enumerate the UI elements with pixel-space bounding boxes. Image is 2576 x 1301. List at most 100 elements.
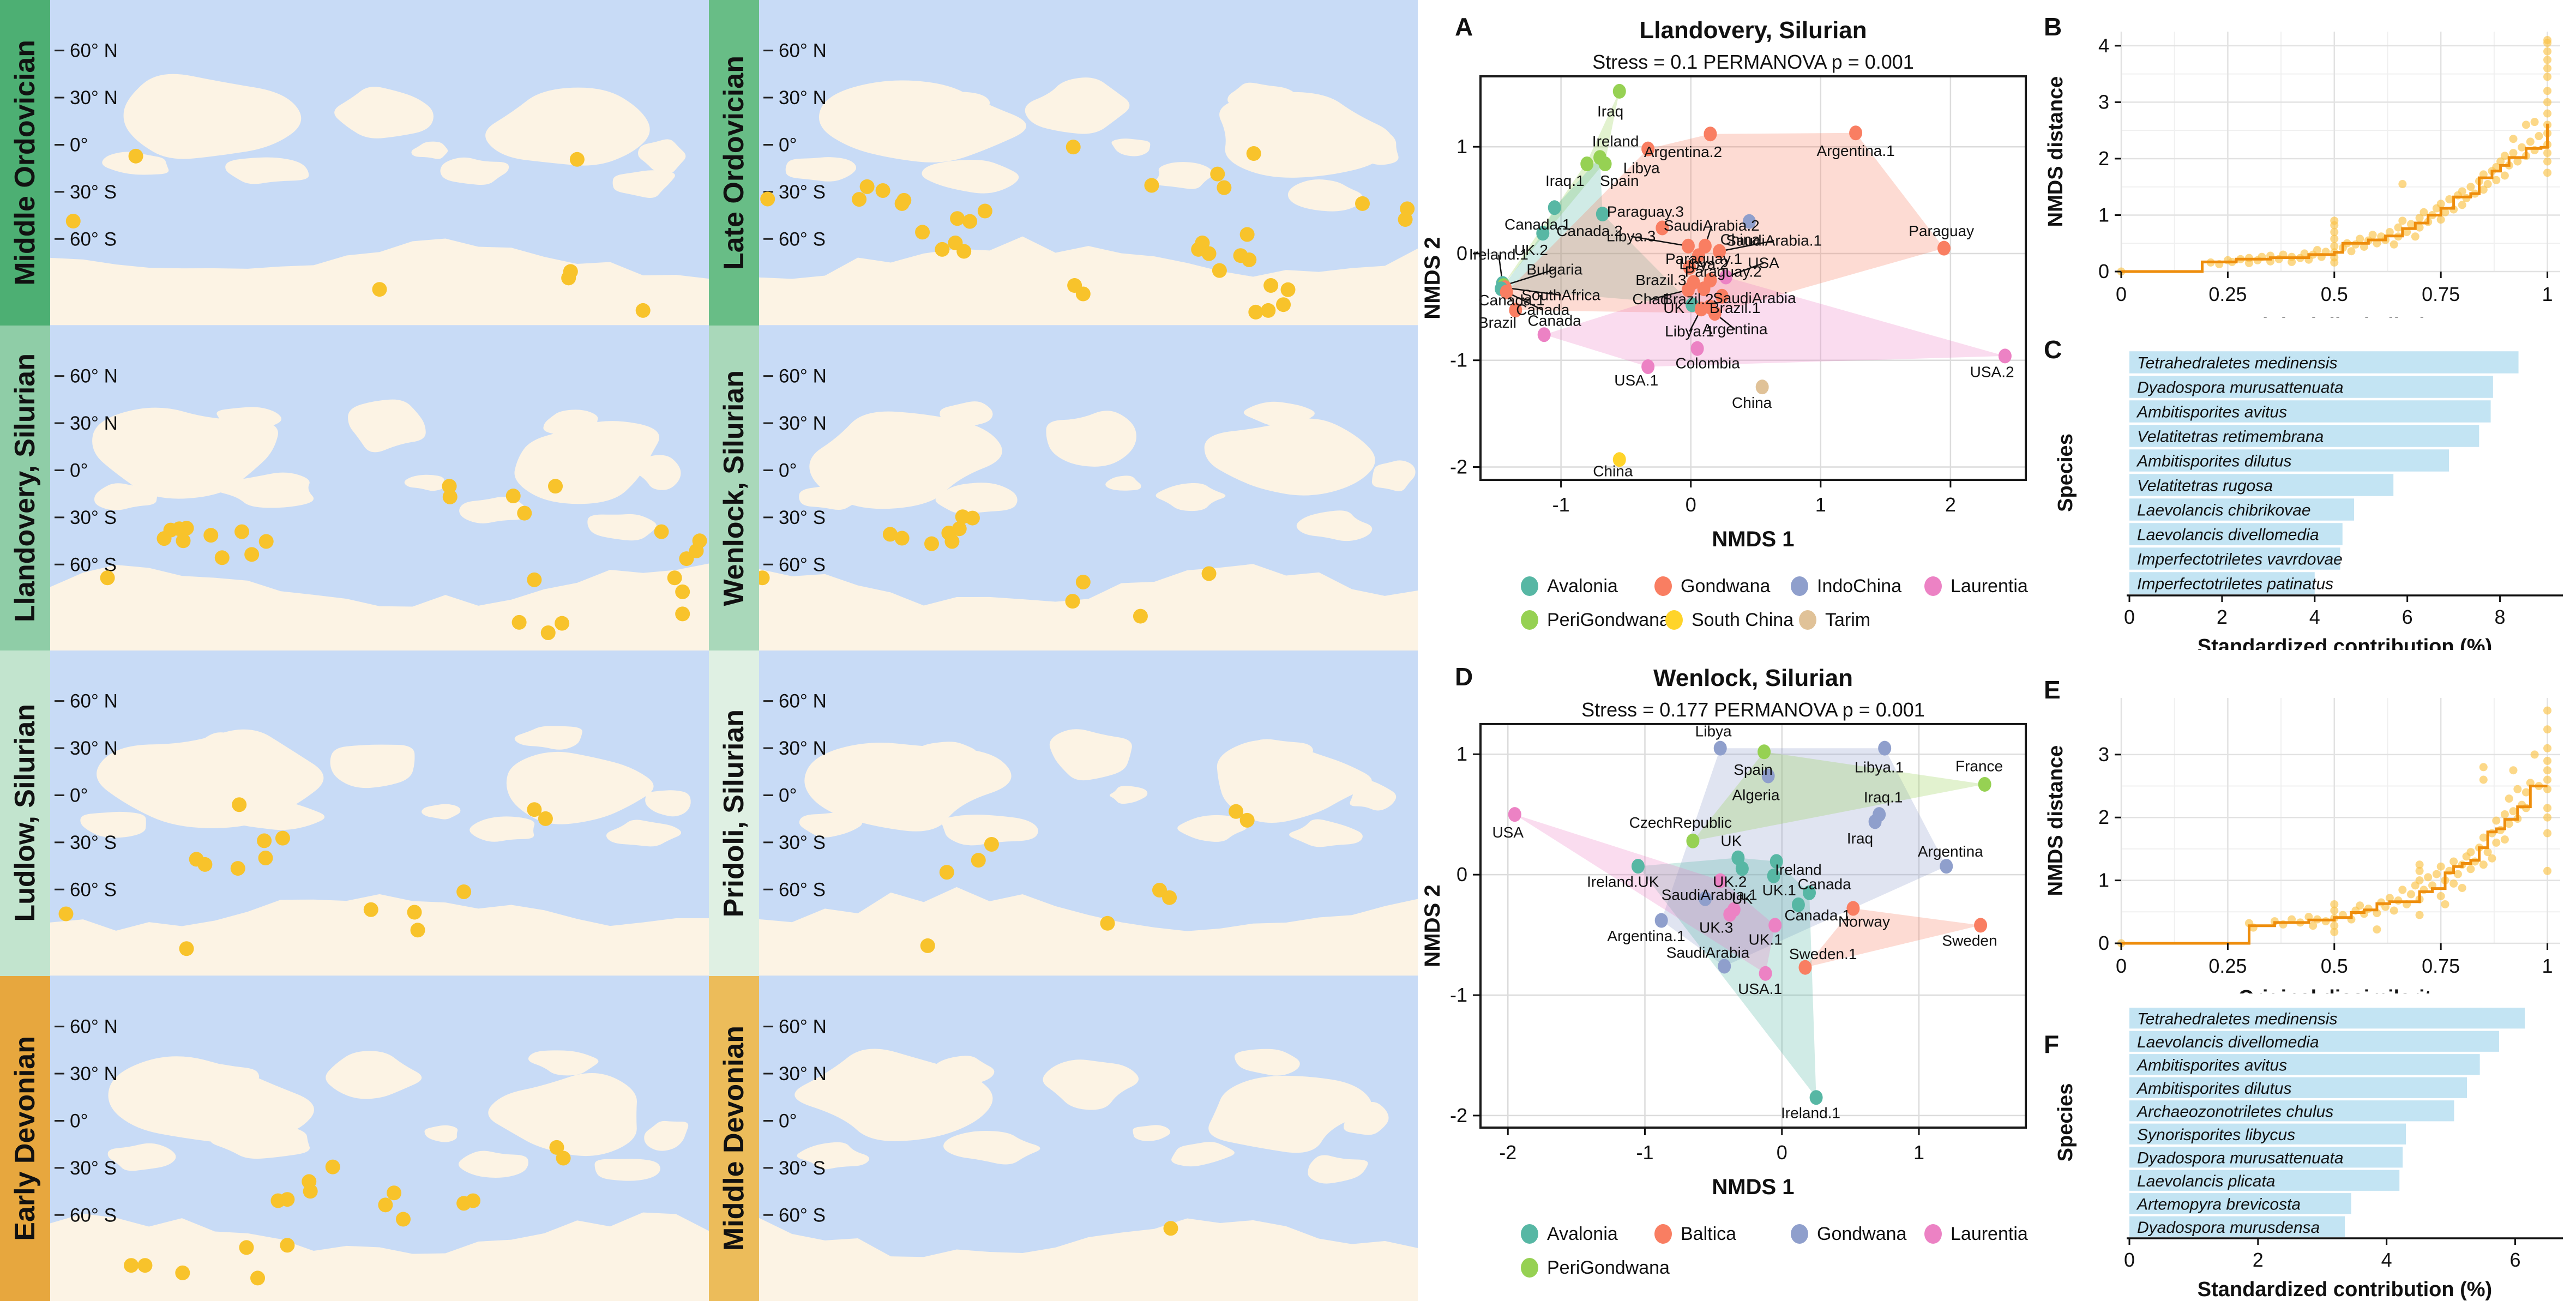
landmass	[326, 1050, 422, 1099]
bar-imperfectotriletes-patinatus	[2129, 572, 2315, 594]
shepard-point	[2530, 750, 2539, 759]
shepard-point	[2415, 214, 2424, 222]
nmds-point-label: UK	[1720, 832, 1742, 849]
species-label: Velatitetras retimembrana	[2137, 428, 2324, 446]
nmds-point-label: China	[1720, 231, 1761, 248]
landmass	[80, 811, 146, 838]
nmds-point-label: Libya.3	[1606, 228, 1656, 245]
panel-letter-f: F	[2044, 1030, 2060, 1058]
locality-dot	[962, 214, 978, 229]
nmds-point-label: Canada	[1798, 876, 1852, 893]
period-label: Middle Ordovician	[9, 39, 41, 286]
locality-dot	[65, 214, 81, 229]
locality-dot	[410, 923, 425, 938]
bar-velatitetras-rugosa	[2129, 474, 2394, 496]
legend-swatch-indochina	[1791, 576, 1808, 596]
x-tick-label: 1	[2542, 283, 2553, 305]
legend-swatch-tarim	[1799, 610, 1816, 630]
label-leader-line	[1719, 240, 1774, 252]
locality-dot	[859, 179, 875, 194]
shepard-point	[2390, 906, 2398, 915]
shepard-point	[2449, 857, 2458, 866]
nmds-point-Canada.2	[1596, 207, 1609, 222]
shepard-point	[2509, 135, 2518, 143]
shepard-point	[2458, 187, 2466, 196]
species-label: Archaeozonotriletes chulus	[2136, 1103, 2333, 1121]
landmass	[107, 1143, 176, 1171]
x-axis-title: Original dissimilarity	[2238, 986, 2443, 993]
nmds-point-Norway	[1846, 901, 1860, 916]
latitude-label: 30° N	[70, 413, 118, 434]
y-tick-label: 0	[1456, 242, 1467, 264]
y-tick-label: -2	[1450, 1104, 1467, 1127]
nmds-point-label: Canada	[1528, 312, 1582, 329]
nmds-plot-llandovery: Llandovery, Silurian Stress = 0.1 PERMANO…	[1418, 4, 2034, 653]
paleomap-4: 60° N 30° N 0° 30° S 60° S	[50, 650, 709, 976]
nmds-point-label: Libya.2	[1679, 256, 1728, 273]
nmds-svg-A: Llandovery, Silurian Stress = 0.1 PERMANO…	[1421, 17, 2028, 630]
nmds-point-Libya.1	[1694, 302, 1708, 317]
bar-laevolancis-divellomedia	[2129, 523, 2343, 545]
shepard-point	[2415, 223, 2424, 232]
shepard-point	[2436, 892, 2445, 900]
panel-letter-c: C	[2044, 335, 2062, 364]
x-tick-label: 0.75	[2422, 283, 2460, 305]
y-tick-label: 0	[1456, 863, 1467, 886]
x-tick-label: 0.75	[2422, 955, 2460, 977]
landmass	[799, 485, 861, 510]
landmass	[914, 742, 977, 765]
locality-dot	[675, 606, 690, 621]
x-tick-label: 0	[1777, 1141, 1787, 1164]
y-tick-label: 3	[2098, 743, 2109, 766]
map-area: 60° N 30° N 0° 30° S 60° S	[759, 650, 1418, 976]
species-label: Tetrahedraletes medinensis	[2137, 1010, 2337, 1028]
locality-dot	[527, 802, 542, 817]
locality-dot	[915, 225, 930, 240]
shepard-point	[2313, 246, 2322, 255]
panel-letter-b: B	[2044, 13, 2062, 41]
locality-dot	[230, 861, 245, 876]
species-label: Ambitisporites dilutus	[2136, 453, 2291, 471]
locality-dot	[1248, 304, 1263, 320]
map-area: 60° N 30° N 0° 30° S 60° S	[50, 325, 709, 651]
nmds-point-Ireland.1	[1809, 1090, 1823, 1105]
shepard-point	[2436, 862, 2445, 871]
nmds-point-Algeria	[1761, 768, 1775, 784]
nmds-point-USA	[1508, 807, 1521, 822]
legend-label: IndoChina	[1817, 576, 1901, 597]
hull-laurentia	[1544, 277, 2005, 367]
x-tick-label: 1	[1913, 1141, 1924, 1164]
landmass	[799, 812, 863, 838]
locality-dot	[280, 1191, 295, 1207]
landmass	[804, 743, 1012, 832]
nmds-point-label: Libya	[1623, 159, 1660, 176]
legend-label: PeriGondwana	[1547, 610, 1670, 630]
landmass	[1234, 1049, 1300, 1076]
latitude-label: 30° S	[70, 182, 117, 203]
landmass-polar	[50, 1212, 709, 1301]
nmds-point-China	[1755, 380, 1769, 395]
locality-dot	[395, 1212, 411, 1227]
landmass	[612, 170, 675, 198]
landmass	[188, 87, 257, 113]
shepard-point	[2479, 185, 2488, 194]
shepard-point	[2385, 228, 2394, 237]
locality-dot	[197, 857, 213, 872]
shepard-point	[2330, 927, 2339, 936]
nmds-point-France	[1978, 776, 1991, 792]
locality-dot	[1280, 282, 1296, 297]
nmds-point-label: UK.1	[1748, 931, 1782, 948]
nmds-point-label: Paraguay.3	[1607, 203, 1684, 220]
landmass	[1177, 815, 1248, 842]
x-tick-label: 1	[1815, 493, 1826, 516]
latitude-label: 30° N	[779, 1063, 827, 1085]
locality-dot	[517, 505, 532, 521]
shepard-point	[2518, 143, 2526, 152]
paleomap-5: 60° N 30° N 0° 30° S 60° S	[759, 650, 1418, 976]
landmass	[348, 399, 426, 452]
shepard-point	[2496, 157, 2505, 166]
nmds-point-China	[1612, 452, 1626, 467]
latitude-label: 30° S	[70, 832, 117, 853]
shepard-point	[2441, 208, 2449, 216]
nmds-point-Spain	[1598, 156, 1612, 172]
